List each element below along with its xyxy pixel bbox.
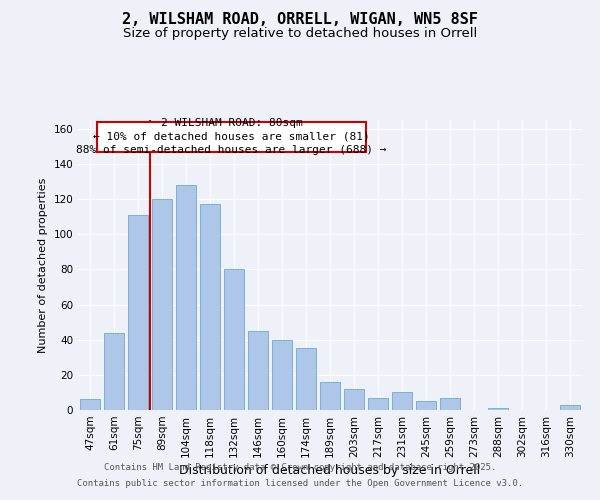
Y-axis label: Number of detached properties: Number of detached properties xyxy=(38,178,48,352)
Bar xyxy=(80,400,100,410)
Bar xyxy=(248,331,268,410)
Text: Contains public sector information licensed under the Open Government Licence v3: Contains public sector information licen… xyxy=(77,478,523,488)
X-axis label: Distribution of detached houses by size in Orrell: Distribution of detached houses by size … xyxy=(179,464,481,477)
Text: 2, WILSHAM ROAD, ORRELL, WIGAN, WN5 8SF: 2, WILSHAM ROAD, ORRELL, WIGAN, WN5 8SF xyxy=(122,12,478,28)
Text: Contains HM Land Registry data © Crown copyright and database right 2025.: Contains HM Land Registry data © Crown c… xyxy=(104,464,496,472)
Bar xyxy=(104,332,124,410)
Text: 2 WILSHAM ROAD: 80sqm
← 10% of detached houses are smaller (81)
88% of semi-deta: 2 WILSHAM ROAD: 80sqm ← 10% of detached … xyxy=(76,118,387,155)
Bar xyxy=(152,199,172,410)
Text: Size of property relative to detached houses in Orrell: Size of property relative to detached ho… xyxy=(123,28,477,40)
Bar xyxy=(416,401,436,410)
Bar xyxy=(344,389,364,410)
Bar xyxy=(224,270,244,410)
Bar xyxy=(200,204,220,410)
Bar xyxy=(368,398,388,410)
Bar xyxy=(272,340,292,410)
Bar xyxy=(128,215,148,410)
Bar xyxy=(560,404,580,410)
Bar xyxy=(440,398,460,410)
Bar xyxy=(392,392,412,410)
Bar xyxy=(320,382,340,410)
Bar xyxy=(488,408,508,410)
Bar xyxy=(176,185,196,410)
Bar xyxy=(296,348,316,410)
FancyBboxPatch shape xyxy=(97,122,366,152)
